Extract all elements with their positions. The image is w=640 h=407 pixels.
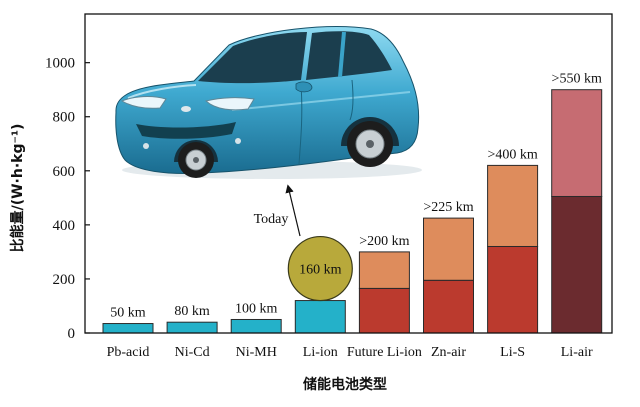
y-tick-label: 600	[53, 164, 76, 180]
category-label: Ni-MH	[236, 345, 277, 360]
chart-labels: Pb-acid 50 km Ni-Cd 80 km Ni-MH 100 km Li-ion 1…	[107, 72, 602, 360]
car-emblem	[181, 106, 191, 112]
bar-value-label: 100 km	[235, 301, 278, 316]
bar-li-s-segment-2	[487, 164, 539, 247]
car-fog-light-left	[143, 143, 149, 149]
bar-value-label: >550 km	[552, 72, 602, 87]
bar-value-label: 50 km	[110, 306, 146, 321]
car-hub-front	[193, 157, 199, 163]
y-axis-label: 比能量/(W·h·kg⁻¹)	[9, 124, 26, 253]
bar-value-label: >225 km	[423, 200, 473, 215]
category-label: Pb-acid	[107, 345, 150, 360]
car-b-pillar	[338, 31, 346, 78]
x-axis-label: 储能电池类型	[302, 376, 387, 393]
bar-li-air-segment-2	[551, 89, 603, 197]
category-label: Ni-Cd	[175, 345, 210, 360]
car-side-crease	[231, 91, 411, 111]
bar-zn-air-segment-2	[423, 217, 474, 281]
bars	[102, 89, 603, 334]
y-tick-label: 800	[53, 110, 76, 126]
y-tick-label: 1000	[45, 56, 75, 72]
plot-frame	[84, 13, 613, 334]
car-image	[115, 26, 422, 179]
bar-label-circle	[287, 235, 353, 302]
bar-ni-cd-segment-1	[166, 321, 218, 334]
bar-value-label: >200 km	[359, 234, 409, 249]
category-label: Li-ion	[303, 345, 338, 360]
bar-future-li-ion-segment-1	[358, 287, 410, 334]
category-label: Li-air	[561, 345, 593, 360]
bar-li-s-segment-1	[487, 245, 539, 334]
bar-value-label: 160 km	[299, 263, 342, 278]
bar-zn-air-segment-1	[423, 279, 474, 334]
bar-li-ion-segment-1	[294, 300, 346, 334]
car-door-line-front	[298, 85, 303, 165]
car-headlight-right	[204, 97, 255, 111]
category-label: Zn-air	[431, 345, 466, 360]
category-label: Li-S	[500, 345, 525, 360]
bar-future-li-ion-segment-2	[358, 251, 410, 289]
y-axis: 0 200 400 600 800 1000	[45, 56, 90, 342]
car-side-window	[306, 31, 392, 80]
bar-ni-mh-segment-1	[230, 318, 282, 334]
y-tick-label: 0	[68, 326, 76, 342]
bar-li-air-segment-1	[551, 195, 603, 334]
bar-value-label: >400 km	[487, 147, 537, 162]
car-fog-light-right	[235, 138, 241, 144]
y-tick-label: 200	[53, 272, 76, 288]
car-hub-rear	[366, 140, 374, 148]
bar-value-label: 80 km	[174, 304, 210, 319]
today-arrow	[285, 184, 301, 237]
car-side-mirror	[295, 81, 313, 93]
car-grille	[136, 122, 236, 139]
today-annotation: Today	[254, 212, 289, 227]
category-label: Future Li-ion	[347, 345, 422, 360]
car-windshield	[198, 32, 307, 84]
car-hood-highlight	[127, 84, 197, 99]
y-tick-label: 400	[53, 218, 76, 234]
car-door-line-rear	[349, 79, 354, 121]
bar-pb-acid-segment-1	[102, 323, 154, 334]
car-headlight-left	[120, 96, 167, 109]
